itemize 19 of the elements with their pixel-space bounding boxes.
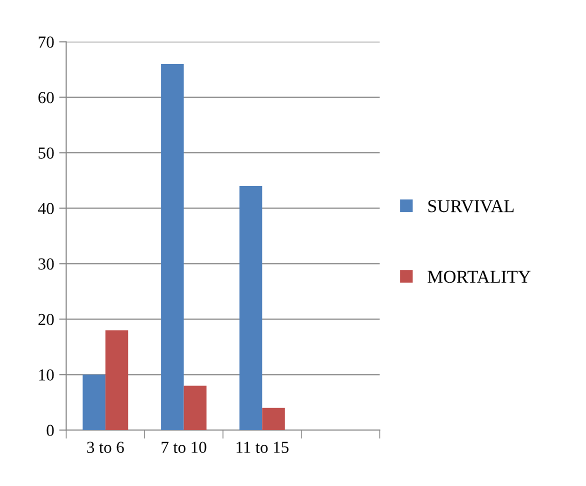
bar bbox=[161, 64, 184, 430]
x-tick-label: 3 to 6 bbox=[87, 442, 124, 453]
y-tick-label: 30 bbox=[38, 258, 54, 270]
x-tick-label: 11 to 15 bbox=[236, 442, 289, 453]
y-tick-label: 70 bbox=[38, 36, 54, 48]
legend-label: MORTALITY bbox=[428, 270, 530, 283]
x-tick-label: 7 to 10 bbox=[162, 442, 206, 453]
bar bbox=[105, 330, 128, 430]
y-tick-label: 60 bbox=[38, 92, 54, 104]
bar bbox=[239, 186, 262, 430]
y-tick-label: 0 bbox=[46, 424, 54, 436]
bar bbox=[184, 386, 207, 430]
y-tick-label: 10 bbox=[39, 369, 54, 381]
bar bbox=[82, 374, 106, 430]
y-tick-label: 20 bbox=[38, 314, 54, 326]
y-tick-label: 40 bbox=[38, 202, 54, 214]
bar bbox=[262, 408, 285, 430]
y-tick-label: 50 bbox=[38, 147, 54, 159]
legend-label: SURVIVAL bbox=[428, 200, 514, 212]
